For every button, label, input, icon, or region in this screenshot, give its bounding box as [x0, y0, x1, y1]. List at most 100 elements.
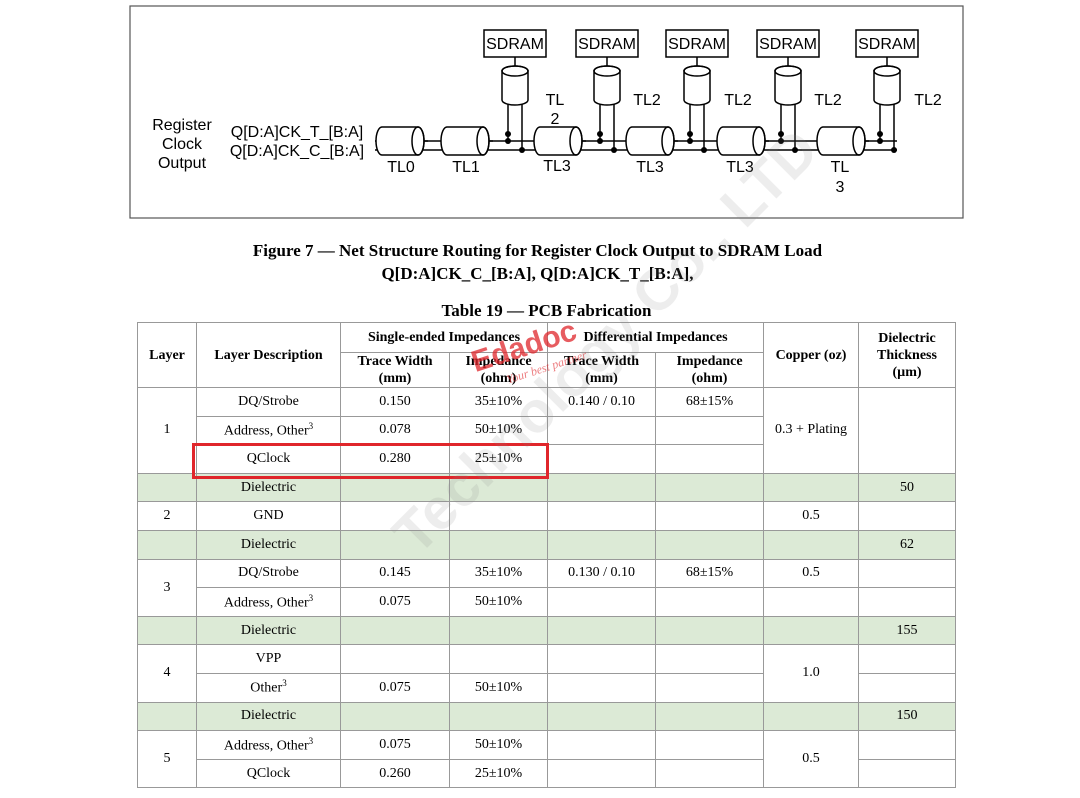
- trace-width: 0.075: [379, 679, 411, 695]
- table-title: Table 19 — PCB Fabrication: [441, 301, 652, 320]
- table-cell: [547, 501, 657, 531]
- table-cell: 50±10%: [448, 587, 549, 617]
- table-row: QClock 0.280 25±10%: [138, 444, 956, 474]
- stub-cylinder: [501, 65, 529, 106]
- table-cell: [448, 472, 549, 503]
- junction: [505, 138, 511, 144]
- table-cell: [858, 672, 957, 703]
- table-cell: [340, 472, 450, 503]
- junction: [877, 138, 883, 144]
- table-cell: DQ/Strobe: [196, 558, 341, 589]
- table-cell: [340, 644, 450, 674]
- copper: 0.3 + Plating: [774, 422, 848, 438]
- description: GND: [253, 508, 284, 524]
- figure-caption: Q[D:A]CK_C_[B:A], Q[D:A]CK_T_[B:A],: [381, 264, 694, 283]
- table-cell: 4: [137, 644, 197, 703]
- table-cell: 50±10%: [448, 672, 549, 703]
- signal-label: Q[D:A]CK_T_[B:A]: [231, 124, 363, 141]
- impedance: 35±10%: [474, 565, 523, 581]
- stub-cylinder-top: [501, 65, 529, 77]
- table-cell: 68±15%: [655, 558, 765, 589]
- segment-label: 3: [836, 179, 845, 196]
- table-cell: [655, 615, 765, 646]
- junction: [597, 131, 603, 137]
- source-label: Clock: [162, 136, 203, 153]
- table-cell: [137, 472, 197, 503]
- junction: [687, 131, 693, 137]
- table-cell: [448, 501, 549, 531]
- table-cell: [763, 701, 860, 732]
- impedance: 50±10%: [474, 593, 523, 609]
- table-cell: [858, 501, 957, 531]
- copper: 0.5: [802, 565, 820, 581]
- header-cell: Differential Impedances: [547, 322, 765, 353]
- description: Address, Other: [223, 738, 309, 754]
- layer: 5: [163, 751, 171, 767]
- table-cell: 0.5: [763, 501, 860, 531]
- bus-cylinder: [533, 126, 583, 156]
- bus-cylinder: [375, 126, 425, 156]
- table-row: 5 Address, Other3 0.075 50±10% 0.5: [137, 730, 957, 789]
- table-row: QClock 0.260 25±10%: [138, 758, 957, 789]
- table-cell: 25±10%: [448, 444, 549, 474]
- junction: [597, 138, 603, 144]
- header-cell: Impedance (ohm): [448, 352, 549, 388]
- table-cell: [547, 644, 657, 674]
- table-cell: [763, 615, 860, 646]
- stub-cylinder-top: [774, 65, 802, 77]
- table-row: Dielectric 62: [137, 529, 957, 560]
- table-cell: [655, 672, 765, 703]
- bus-cylinder: [816, 126, 866, 156]
- table-cell: [448, 529, 549, 560]
- table-cell: [448, 615, 549, 646]
- table-cell: [655, 444, 765, 474]
- stub-label: 2: [551, 111, 560, 128]
- table-cell: 0.145: [340, 558, 450, 589]
- table-cell: 1: [137, 387, 197, 474]
- table-cell: [547, 672, 657, 703]
- table-cell: [547, 529, 657, 560]
- stub-cylinder-top: [683, 65, 711, 77]
- segment-label: TL3: [543, 158, 571, 175]
- table-row: 1 DQ/Strobe 0.150 35±10% 0.140 / 0.10 68±15% 0…: [137, 387, 957, 474]
- stub-cylinder-top: [593, 65, 621, 77]
- table-cell: Dielectric: [196, 472, 341, 503]
- table-cell: [655, 644, 765, 674]
- table-cell: 0.5: [763, 558, 860, 589]
- table-cell: [858, 587, 957, 617]
- table-row: Dielectric 155: [137, 615, 957, 646]
- junction: [505, 131, 511, 137]
- source-label: Output: [158, 155, 207, 172]
- trace-width: 0.078: [379, 422, 411, 438]
- header-cell: Single-ended Impedances: [339, 322, 549, 353]
- junction: [891, 147, 897, 153]
- header-cell: Layer Description: [196, 322, 341, 388]
- table-cell: 150: [858, 701, 957, 732]
- junction: [519, 147, 525, 153]
- table-cell: 50±10%: [448, 415, 549, 446]
- diff-impedance: 68±15%: [685, 565, 734, 581]
- table-cell: 0.5: [763, 730, 860, 789]
- source-label: Register: [152, 117, 212, 134]
- description: Address, Other: [223, 595, 309, 611]
- copper: 1.0: [802, 665, 820, 681]
- table-cell: 5: [137, 730, 197, 789]
- description: Dielectric: [240, 536, 297, 552]
- signal-label: Q[D:A]CK_C_[B:A]: [230, 143, 364, 160]
- thickness: 155: [896, 622, 918, 638]
- bus-cylinder: [440, 126, 490, 156]
- stub-label: TL2: [633, 92, 661, 109]
- table-cell: 25±10%: [448, 758, 549, 789]
- header-cell: Trace Width (mm): [340, 352, 450, 388]
- table-cell: 0.280: [340, 444, 450, 474]
- table-cell: 0.075: [340, 672, 450, 703]
- thickness: 150: [896, 708, 918, 724]
- table-cell: 35±10%: [448, 558, 549, 589]
- table-cell: [547, 701, 657, 732]
- trace-width: 0.260: [379, 765, 411, 781]
- header-cell: Layer: [137, 322, 197, 388]
- net-diagram: Register Clock Output Q[D:A]CK_T_[B:A] Q…: [129, 5, 964, 219]
- table-row: Dielectric 150: [137, 701, 957, 732]
- sdram-label: SDRAM: [759, 36, 817, 53]
- table-cell: [340, 501, 450, 531]
